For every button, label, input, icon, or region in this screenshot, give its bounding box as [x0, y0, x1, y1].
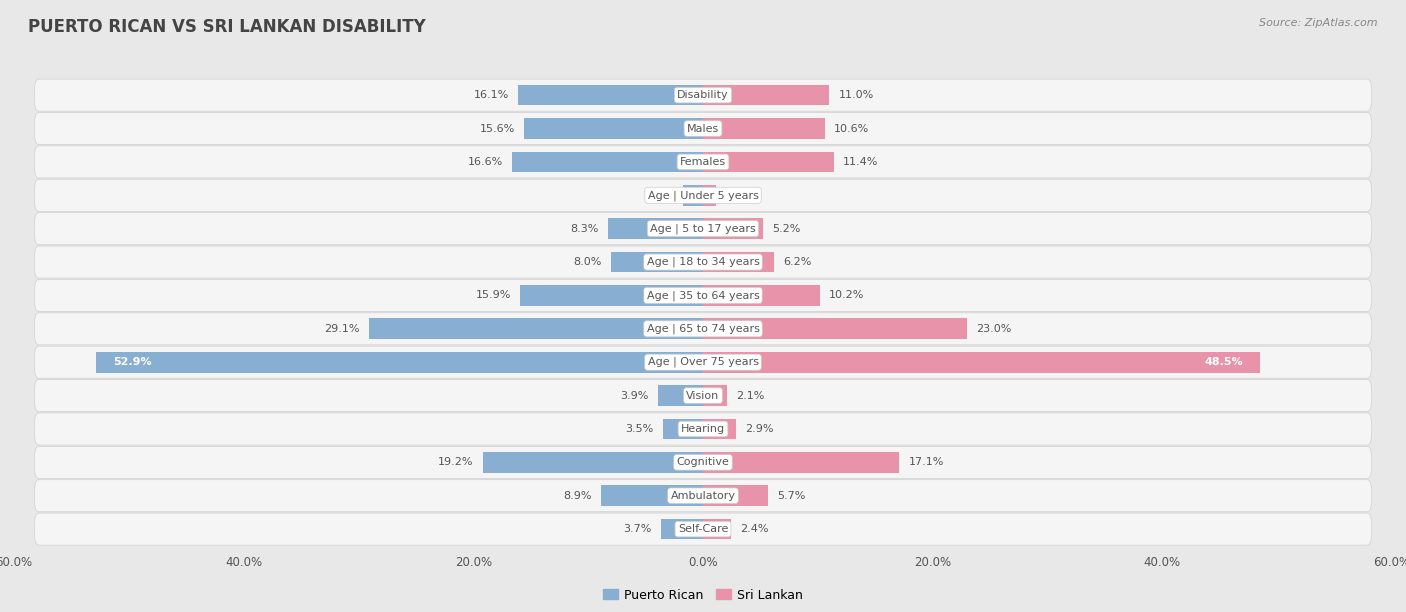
Bar — [612, 252, 703, 272]
FancyBboxPatch shape — [35, 446, 1371, 479]
Text: 52.9%: 52.9% — [112, 357, 152, 367]
Bar — [703, 218, 762, 239]
Text: Age | Under 5 years: Age | Under 5 years — [648, 190, 758, 201]
Text: 19.2%: 19.2% — [437, 457, 474, 468]
Text: 8.0%: 8.0% — [574, 257, 602, 267]
Text: 8.3%: 8.3% — [571, 223, 599, 234]
Text: 2.1%: 2.1% — [737, 390, 765, 401]
Text: Females: Females — [681, 157, 725, 167]
FancyBboxPatch shape — [35, 113, 1371, 144]
Text: 17.1%: 17.1% — [908, 457, 943, 468]
Bar — [658, 385, 703, 406]
Bar — [661, 519, 703, 539]
Text: 3.7%: 3.7% — [623, 524, 651, 534]
Text: 2.4%: 2.4% — [740, 524, 768, 534]
Bar — [703, 252, 775, 272]
Text: 11.4%: 11.4% — [844, 157, 879, 167]
Bar — [662, 419, 703, 439]
Bar — [703, 352, 1260, 373]
Text: Disability: Disability — [678, 90, 728, 100]
FancyBboxPatch shape — [35, 246, 1371, 278]
Bar — [519, 85, 703, 105]
Text: 6.2%: 6.2% — [783, 257, 811, 267]
Bar — [482, 452, 703, 472]
FancyBboxPatch shape — [35, 379, 1371, 412]
FancyBboxPatch shape — [35, 79, 1371, 111]
Bar — [703, 485, 769, 506]
Bar — [703, 385, 727, 406]
Text: 29.1%: 29.1% — [325, 324, 360, 334]
Text: 5.2%: 5.2% — [772, 223, 800, 234]
Text: Age | 5 to 17 years: Age | 5 to 17 years — [650, 223, 756, 234]
FancyBboxPatch shape — [35, 212, 1371, 245]
Bar — [368, 318, 703, 339]
Text: Males: Males — [688, 124, 718, 133]
Text: 1.7%: 1.7% — [645, 190, 675, 200]
Text: Age | 18 to 34 years: Age | 18 to 34 years — [647, 257, 759, 267]
Text: 3.9%: 3.9% — [620, 390, 650, 401]
Bar — [703, 285, 820, 306]
Bar — [703, 185, 716, 206]
Bar — [512, 152, 703, 172]
Text: Source: ZipAtlas.com: Source: ZipAtlas.com — [1260, 18, 1378, 28]
Text: Age | Over 75 years: Age | Over 75 years — [648, 357, 758, 367]
Text: Age | 65 to 74 years: Age | 65 to 74 years — [647, 324, 759, 334]
Text: 15.9%: 15.9% — [475, 291, 512, 300]
Text: 10.6%: 10.6% — [834, 124, 869, 133]
FancyBboxPatch shape — [35, 480, 1371, 512]
FancyBboxPatch shape — [35, 146, 1371, 178]
Text: 2.9%: 2.9% — [745, 424, 773, 434]
Bar — [607, 218, 703, 239]
Bar — [703, 419, 737, 439]
Text: 1.1%: 1.1% — [725, 190, 754, 200]
Text: Self-Care: Self-Care — [678, 524, 728, 534]
Text: 11.0%: 11.0% — [838, 90, 873, 100]
Bar — [683, 185, 703, 206]
Text: Age | 35 to 64 years: Age | 35 to 64 years — [647, 290, 759, 300]
Bar — [703, 152, 834, 172]
Text: 3.5%: 3.5% — [626, 424, 654, 434]
Text: Ambulatory: Ambulatory — [671, 491, 735, 501]
FancyBboxPatch shape — [35, 413, 1371, 445]
FancyBboxPatch shape — [35, 513, 1371, 545]
Text: 16.6%: 16.6% — [468, 157, 503, 167]
Text: Vision: Vision — [686, 390, 720, 401]
Text: 15.6%: 15.6% — [479, 124, 515, 133]
Text: 5.7%: 5.7% — [778, 491, 806, 501]
Text: 10.2%: 10.2% — [830, 291, 865, 300]
Bar — [600, 485, 703, 506]
Bar — [703, 85, 830, 105]
FancyBboxPatch shape — [35, 313, 1371, 345]
Bar — [703, 318, 967, 339]
Bar — [703, 519, 731, 539]
Text: 16.1%: 16.1% — [474, 90, 509, 100]
Text: Cognitive: Cognitive — [676, 457, 730, 468]
Text: 23.0%: 23.0% — [976, 324, 1012, 334]
FancyBboxPatch shape — [35, 280, 1371, 312]
FancyBboxPatch shape — [35, 179, 1371, 211]
Text: Hearing: Hearing — [681, 424, 725, 434]
FancyBboxPatch shape — [35, 346, 1371, 378]
Text: 8.9%: 8.9% — [564, 491, 592, 501]
Text: PUERTO RICAN VS SRI LANKAN DISABILITY: PUERTO RICAN VS SRI LANKAN DISABILITY — [28, 18, 426, 36]
Bar — [703, 452, 900, 472]
Bar — [524, 118, 703, 139]
Legend: Puerto Rican, Sri Lankan: Puerto Rican, Sri Lankan — [598, 584, 808, 606]
Bar — [520, 285, 703, 306]
Text: 48.5%: 48.5% — [1204, 357, 1243, 367]
Bar — [703, 118, 825, 139]
Bar — [96, 352, 703, 373]
